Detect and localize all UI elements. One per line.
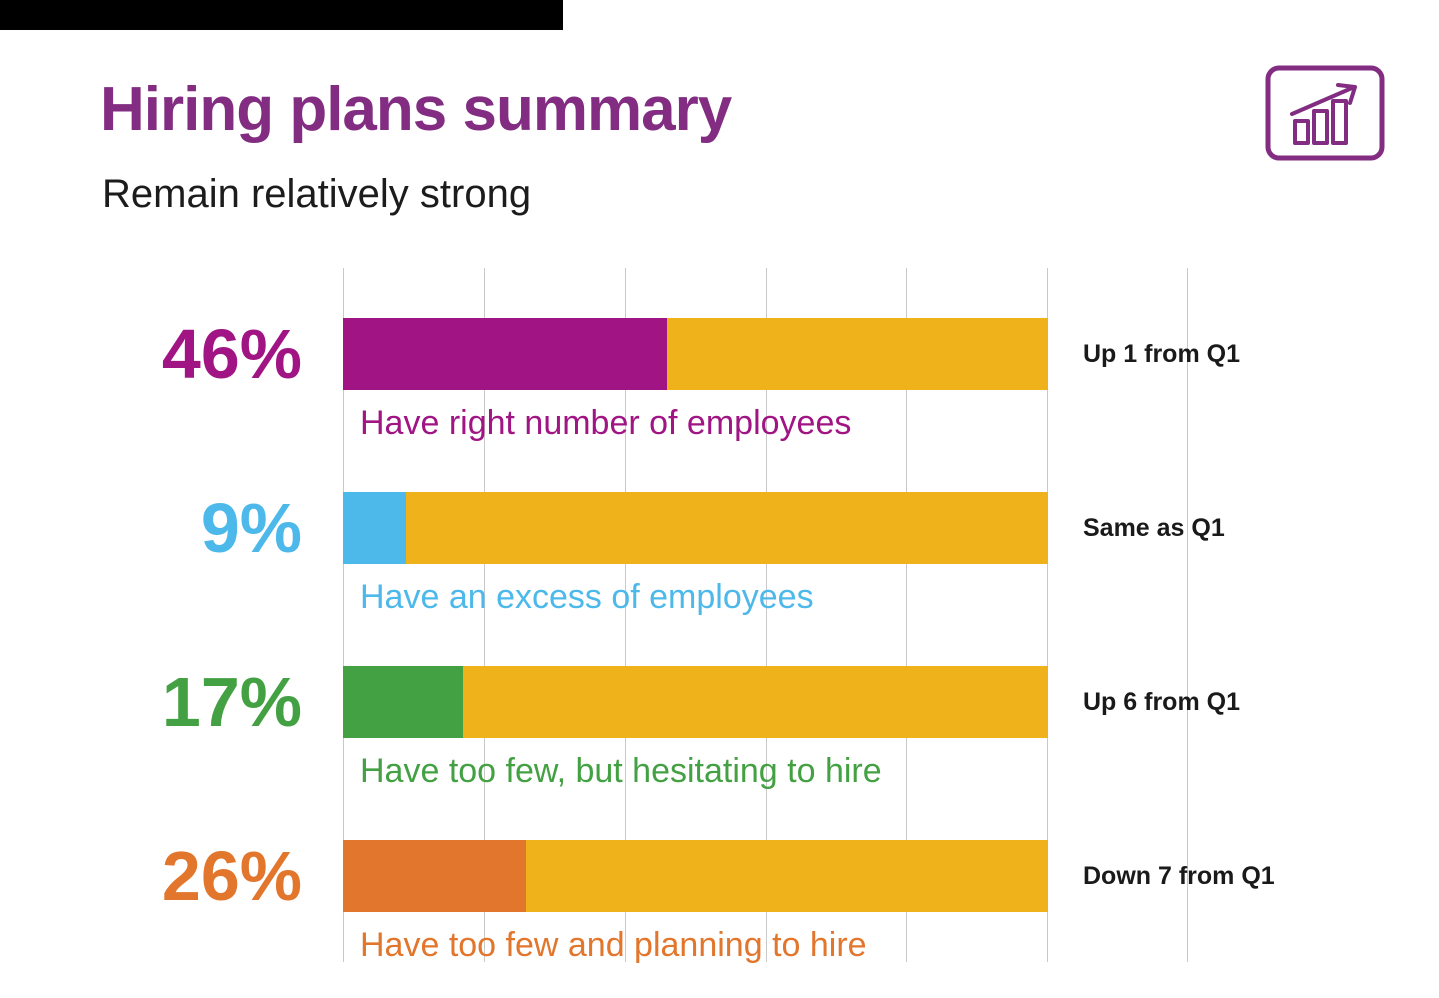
bar-row: 17% Have too few, but hesitating to hire… [0,666,1439,818]
gridline [343,268,344,962]
bar-value-label: 9% [200,489,302,567]
bar-annotation: Same as Q1 [1083,513,1225,542]
bar-track [343,840,1048,912]
bar-category-label: Have right number of employees [360,404,852,442]
bar-track [343,666,1048,738]
bar-value-label: 17% [161,663,302,741]
bar-value-label: 46% [161,315,302,393]
bar-row: 9% Have an excess of employees Same as Q… [0,492,1439,644]
top-black-bar [0,0,563,30]
gridline [1187,268,1188,962]
gridline [906,268,908,962]
bar-track [343,492,1048,564]
bar-row: 26% Have too few and planning to hire Do… [0,840,1439,992]
bar-fill [343,318,668,390]
page-title: Hiring plans summary [100,75,732,144]
bar-category-label: Have too few and planning to hire [360,926,867,964]
bar-category-label: Have too few, but hesitating to hire [360,752,882,790]
bar-category-label: Have an excess of employees [360,578,814,616]
bar-fill [343,666,463,738]
gridline [765,268,767,962]
bar-annotation: Down 7 from Q1 [1083,861,1275,890]
bar-chart-growth-icon [1264,64,1386,162]
gridline [1047,268,1049,962]
gridline [483,268,485,962]
bar-annotation: Up 1 from Q1 [1083,339,1240,368]
bar-track [343,318,1048,390]
gridline [624,268,626,962]
chart-gridlines [343,268,1188,962]
bar-fill [343,492,407,564]
bar-fill [343,840,527,912]
page-subtitle: Remain relatively strong [102,172,532,216]
bar-annotation: Up 6 from Q1 [1083,687,1240,716]
bar-value-label: 26% [161,837,302,915]
bar-row: 46% Have right number of employees Up 1 … [0,318,1439,470]
